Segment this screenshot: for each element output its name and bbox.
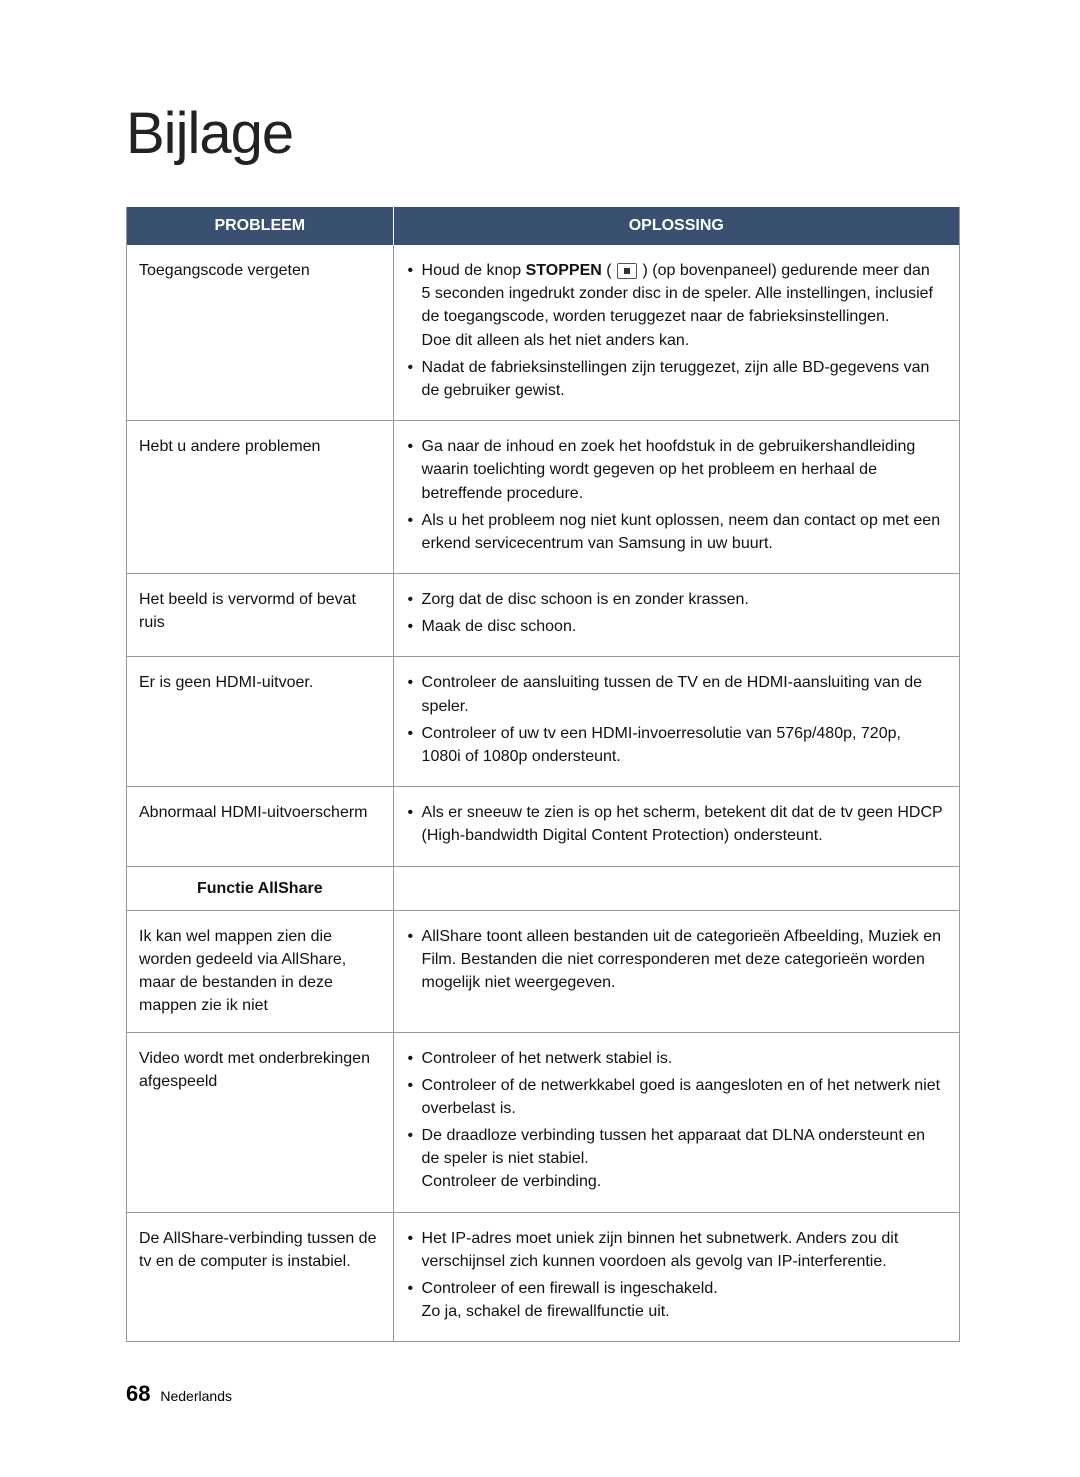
solution-list: Controleer of het netwerk stabiel is. Con… <box>406 1047 943 1194</box>
solution-extra-line: Doe dit alleen als het niet anders kan. <box>422 329 943 352</box>
stop-icon <box>617 263 637 279</box>
solution-item: Het IP-adres moet uniek zijn binnen het … <box>406 1227 943 1273</box>
solution-extra-line: Zo ja, schakel de firewallfunctie uit. <box>422 1300 943 1323</box>
solution-extra-line: Controleer de verbinding. <box>422 1170 943 1193</box>
table-row: Hebt u andere problemenGa naar de inhoud… <box>127 421 960 574</box>
page-container: Bijlage PROBLEEM OPLOSSING Toegangscode … <box>0 0 1080 1402</box>
solution-item: Controleer of het netwerk stabiel is. <box>406 1047 943 1070</box>
solution-item: Ga naar de inhoud en zoek het hoofdstuk … <box>406 435 943 505</box>
table-row: Toegangscode vergetenHoud de knop STOPPE… <box>127 245 960 421</box>
problem-cell: Abnormaal HDMI-uitvoerscherm <box>127 787 394 866</box>
solution-list: AllShare toont alleen bestanden uit de c… <box>406 925 943 995</box>
solution-list: Ga naar de inhoud en zoek het hoofdstuk … <box>406 435 943 555</box>
table-row: Abnormaal HDMI-uitvoerscherm Als er sneeu… <box>127 787 960 866</box>
solution-item: Nadat de fabrieksinstellingen zijn terug… <box>406 356 943 402</box>
subheader-empty-cell <box>393 866 959 910</box>
solution-cell: Controleer de aansluiting tussen de TV e… <box>393 657 959 787</box>
footer-language: Nederlands <box>160 1388 232 1404</box>
solution-item: Maak de disc schoon. <box>406 615 943 638</box>
table-row: Video wordt met onderbrekingen afgespeel… <box>127 1032 960 1212</box>
solution-item: Zorg dat de disc schoon is en zonder kra… <box>406 588 943 611</box>
page-footer: 68 Nederlands <box>126 1381 232 1407</box>
solution-item: Controleer of een firewall is ingeschake… <box>406 1277 943 1323</box>
problem-cell: Toegangscode vergeten <box>127 245 394 421</box>
table-row: Ik kan wel mappen zien die worden gedeel… <box>127 910 960 1032</box>
page-number: 68 <box>126 1381 150 1406</box>
solution-list: Houd de knop STOPPEN ( ) (op bovenpaneel… <box>406 259 943 402</box>
solution-cell: Houd de knop STOPPEN ( ) (op bovenpaneel… <box>393 245 959 421</box>
solution-item: Als u het probleem nog niet kunt oplosse… <box>406 509 943 555</box>
solution-cell: Het IP-adres moet uniek zijn binnen het … <box>393 1212 959 1342</box>
problem-cell: Het beeld is vervormd of bevat ruis <box>127 574 394 657</box>
subheader-cell: Functie AllShare <box>127 866 394 910</box>
solution-cell: Zorg dat de disc schoon is en zonder kra… <box>393 574 959 657</box>
solution-list: Als er sneeuw te zien is op het scherm, … <box>406 801 943 847</box>
col-header-solution: OPLOSSING <box>393 207 959 245</box>
problem-cell: Ik kan wel mappen zien die worden gedeel… <box>127 910 394 1032</box>
col-header-problem: PROBLEEM <box>127 207 394 245</box>
problem-cell: De AllShare-verbinding tussen de tv en d… <box>127 1212 394 1342</box>
solution-item: Controleer de aansluiting tussen de TV e… <box>406 671 943 717</box>
solution-cell: Als er sneeuw te zien is op het scherm, … <box>393 787 959 866</box>
solution-list: Zorg dat de disc schoon is en zonder kra… <box>406 588 943 638</box>
solution-list: Controleer de aansluiting tussen de TV e… <box>406 671 943 768</box>
solution-item: AllShare toont alleen bestanden uit de c… <box>406 925 943 995</box>
problem-cell: Er is geen HDMI-uitvoer. <box>127 657 394 787</box>
table-row: Functie AllShare <box>127 866 960 910</box>
solution-item: De draadloze verbinding tussen het appar… <box>406 1124 943 1194</box>
table-row: Er is geen HDMI-uitvoer. Controleer de aa… <box>127 657 960 787</box>
troubleshoot-table: PROBLEEM OPLOSSING Toegangscode vergeten… <box>126 207 960 1342</box>
table-header-row: PROBLEEM OPLOSSING <box>127 207 960 245</box>
bold-text: STOPPEN <box>526 262 602 279</box>
solution-cell: Controleer of het netwerk stabiel is. Con… <box>393 1032 959 1212</box>
problem-cell: Video wordt met onderbrekingen afgespeel… <box>127 1032 394 1212</box>
table-row: De AllShare-verbinding tussen de tv en d… <box>127 1212 960 1342</box>
solution-item: Houd de knop STOPPEN ( ) (op bovenpaneel… <box>406 259 943 352</box>
solution-cell: AllShare toont alleen bestanden uit de c… <box>393 910 959 1032</box>
problem-cell: Hebt u andere problemen <box>127 421 394 574</box>
solution-item: Controleer of uw tv een HDMI-invoerresol… <box>406 722 943 768</box>
solution-list: Het IP-adres moet uniek zijn binnen het … <box>406 1227 943 1324</box>
table-row: Het beeld is vervormd of bevat ruis Zorg … <box>127 574 960 657</box>
solution-cell: Ga naar de inhoud en zoek het hoofdstuk … <box>393 421 959 574</box>
page-title: Bijlage <box>126 100 960 167</box>
solution-item: Als er sneeuw te zien is op het scherm, … <box>406 801 943 847</box>
solution-item: Controleer of de netwerkkabel goed is aa… <box>406 1074 943 1120</box>
